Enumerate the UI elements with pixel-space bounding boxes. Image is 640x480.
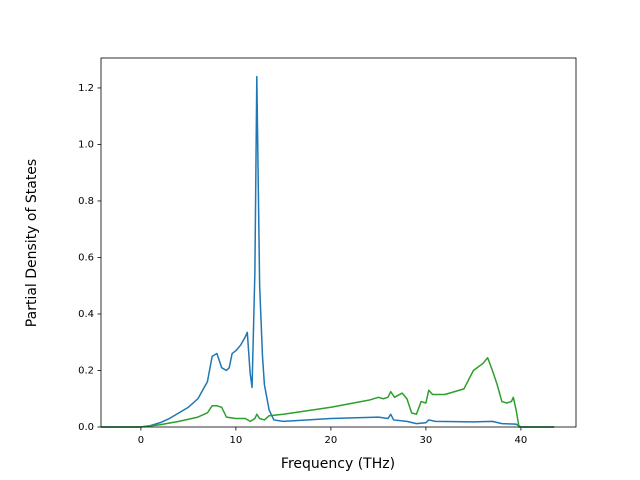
y-tick-label: 0.4: [78, 309, 94, 320]
y-tick-label: 1.2: [78, 83, 94, 94]
y-tick-label: 0.6: [78, 252, 94, 263]
y-tick-label: 0.2: [78, 365, 94, 376]
x-tick-label: 30: [420, 435, 433, 446]
x-tick-label: 40: [515, 435, 528, 446]
y-tick-label: 0.8: [78, 196, 94, 207]
data-line: [101, 75, 555, 428]
plot-frame: [100, 57, 577, 428]
y-tick-label: 0.0: [78, 422, 94, 433]
y-tick-label: 1.0: [78, 139, 94, 150]
x-axis-label: Frequency (THz): [281, 456, 395, 472]
x-tick-label: 0: [138, 435, 144, 446]
x-tick-label: 20: [325, 435, 338, 446]
x-tick-label: 10: [230, 435, 243, 446]
y-axis-label: Partial Density of States: [24, 159, 40, 327]
data-line: [101, 357, 555, 428]
